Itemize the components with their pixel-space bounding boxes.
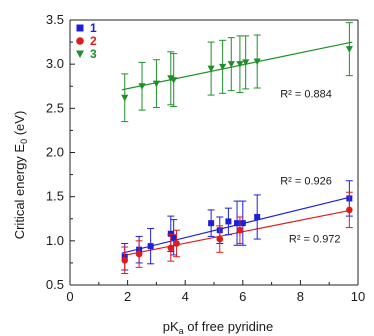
x-axis-title: pKa of free pyridine	[163, 319, 274, 336]
data-point-circle	[236, 226, 244, 234]
legend-label-series-2: 2	[90, 34, 97, 48]
data-point-triangle	[242, 59, 250, 66]
legend-marker-circle	[76, 37, 84, 45]
data-point-triangle	[152, 80, 160, 88]
data-point-triangle	[207, 65, 215, 73]
x-tick-label: 0	[66, 289, 73, 304]
axes: 0 2 4 6 8 10 0.5 1.0 1.5 2.0 2.5 3.0 3.5	[46, 12, 365, 304]
y-tick-label: 2.5	[46, 100, 64, 115]
data-point-square	[234, 220, 241, 227]
x-tick-label: 6	[239, 289, 246, 304]
legend-label-series-3: 3	[90, 47, 97, 61]
legend-label-series-1: 1	[90, 21, 97, 35]
data-point-circle	[135, 250, 143, 258]
data-point-triangle	[170, 77, 178, 84]
x-tick-label: 10	[351, 289, 365, 304]
y-tick-label: 3.5	[46, 12, 64, 27]
r2-label-series-3: R² = 0.884	[280, 89, 332, 101]
data-point-square	[254, 213, 261, 220]
data-point-triangle	[219, 63, 227, 71]
x-tick-label: 8	[297, 289, 304, 304]
data-point-square	[147, 243, 154, 250]
data-points	[121, 22, 353, 275]
y-axis-title: Critical energy E0 (eV)	[12, 111, 29, 240]
y-tick-label: 1.0	[46, 233, 64, 248]
x-tick-label: 2	[124, 289, 131, 304]
y-tick-label: 0.5	[46, 277, 64, 292]
data-point-circle	[216, 235, 224, 243]
data-point-circle	[121, 256, 129, 264]
data-point-triangle	[236, 61, 244, 68]
r2-label-series-2: R² = 0.972	[289, 234, 341, 246]
data-point-triangle	[227, 61, 235, 68]
legend-marker-square	[76, 24, 84, 32]
r2-label-series-1: R² = 0.926	[280, 175, 332, 187]
x-tick-label: 4	[182, 289, 189, 304]
data-point-triangle	[167, 75, 175, 82]
annotations: R² = 0.926 1 R² = 0.972 2 R² = 0.884 3	[76, 21, 341, 246]
data-point-square	[208, 220, 215, 227]
data-point-triangle	[138, 83, 146, 90]
data-point-square	[225, 218, 232, 225]
data-point-circle	[167, 244, 175, 252]
y-tick-label: 1.5	[46, 189, 64, 204]
data-point-circle	[173, 240, 180, 247]
data-point-triangle	[345, 46, 353, 53]
data-point-triangle	[121, 94, 129, 102]
data-point-triangle	[253, 58, 261, 66]
data-point-square	[239, 220, 246, 227]
y-tick-label: 3.0	[46, 56, 64, 71]
data-point-circle	[346, 206, 353, 214]
data-point-square	[170, 234, 177, 241]
data-point-square	[167, 230, 174, 237]
y-tick-label: 2.0	[46, 145, 64, 160]
fit-line-series-3	[121, 41, 353, 91]
legend-marker-triangle	[76, 50, 84, 58]
